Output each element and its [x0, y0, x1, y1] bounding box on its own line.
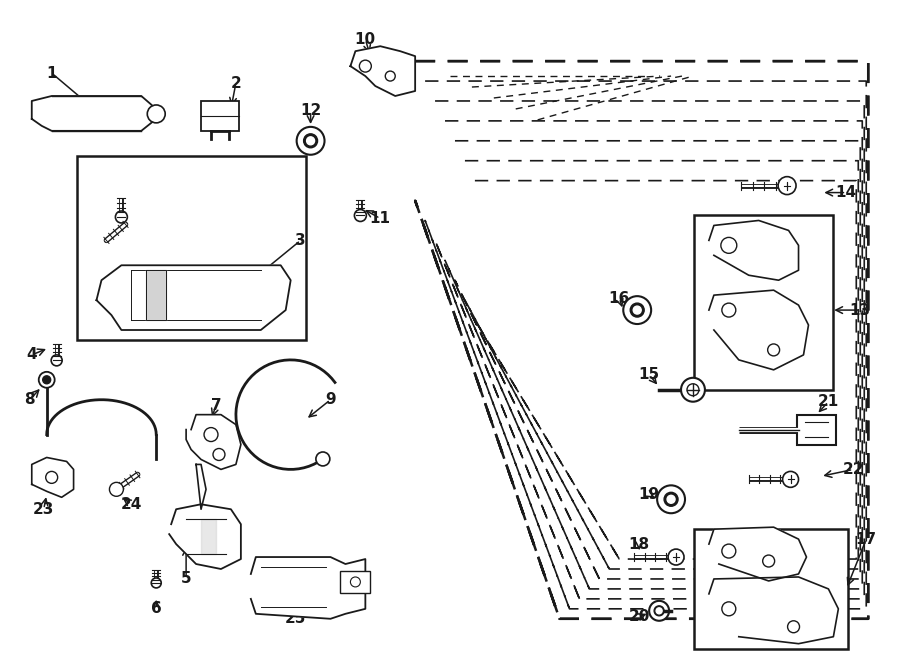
Circle shape	[762, 555, 775, 567]
Bar	[76, 156, 306, 340]
Text: 16: 16	[608, 291, 630, 306]
Bar	[694, 216, 833, 390]
Circle shape	[316, 452, 329, 466]
Circle shape	[39, 372, 55, 388]
Circle shape	[722, 544, 736, 558]
Circle shape	[51, 355, 62, 366]
Bar	[694, 529, 849, 649]
Polygon shape	[709, 577, 839, 643]
Text: 22: 22	[842, 462, 864, 477]
Circle shape	[359, 60, 372, 72]
Text: 11: 11	[370, 211, 391, 226]
Text: 4: 4	[26, 348, 37, 362]
Circle shape	[656, 608, 662, 614]
Text: 20: 20	[628, 609, 650, 624]
Circle shape	[307, 137, 315, 145]
Text: 5: 5	[181, 571, 192, 587]
Polygon shape	[186, 414, 241, 469]
Circle shape	[788, 621, 799, 633]
Circle shape	[668, 549, 684, 565]
Circle shape	[204, 428, 218, 442]
Text: 15: 15	[639, 367, 660, 383]
Text: 14: 14	[836, 185, 857, 200]
Text: 6: 6	[151, 601, 162, 616]
Circle shape	[657, 485, 685, 513]
Circle shape	[634, 306, 641, 314]
Circle shape	[213, 448, 225, 461]
Polygon shape	[196, 465, 206, 509]
Circle shape	[297, 127, 325, 155]
Text: 18: 18	[628, 537, 650, 551]
Polygon shape	[350, 46, 415, 96]
Text: 24: 24	[121, 496, 142, 512]
Circle shape	[722, 303, 736, 317]
Circle shape	[151, 578, 161, 588]
Circle shape	[722, 602, 736, 616]
Circle shape	[721, 238, 737, 254]
Text: 12: 12	[300, 103, 321, 118]
Circle shape	[350, 577, 360, 587]
Circle shape	[46, 471, 58, 483]
Bar	[796, 414, 836, 444]
Polygon shape	[32, 457, 74, 497]
Polygon shape	[251, 557, 365, 619]
Circle shape	[778, 177, 796, 195]
Text: 1: 1	[47, 66, 57, 81]
Polygon shape	[201, 519, 216, 554]
Circle shape	[385, 71, 395, 81]
Polygon shape	[709, 220, 798, 280]
Text: 10: 10	[355, 32, 376, 47]
Text: 21: 21	[818, 394, 839, 409]
Polygon shape	[709, 527, 806, 581]
Text: 13: 13	[850, 303, 871, 318]
Text: 25: 25	[285, 611, 306, 626]
Text: 8: 8	[24, 392, 35, 407]
Circle shape	[667, 495, 675, 503]
Bar	[201, 101, 239, 131]
Circle shape	[110, 483, 123, 496]
Polygon shape	[96, 265, 291, 330]
Text: 7: 7	[211, 398, 221, 413]
Circle shape	[148, 105, 166, 123]
Circle shape	[664, 493, 678, 506]
Circle shape	[649, 601, 669, 621]
Polygon shape	[709, 290, 808, 370]
Circle shape	[681, 378, 705, 402]
Circle shape	[768, 344, 779, 356]
Text: 17: 17	[856, 532, 877, 547]
Text: 19: 19	[639, 487, 660, 502]
Circle shape	[783, 471, 798, 487]
Circle shape	[355, 209, 366, 222]
Text: 3: 3	[295, 233, 306, 248]
Polygon shape	[147, 270, 166, 320]
Circle shape	[654, 606, 664, 616]
Polygon shape	[169, 504, 241, 569]
Text: 23: 23	[33, 502, 54, 517]
Bar	[340, 571, 370, 593]
Text: 2: 2	[230, 75, 241, 91]
Circle shape	[42, 376, 50, 384]
Circle shape	[630, 303, 644, 317]
Circle shape	[303, 134, 318, 148]
Text: 9: 9	[325, 392, 336, 407]
Circle shape	[687, 384, 699, 396]
Circle shape	[624, 296, 652, 324]
Circle shape	[115, 211, 128, 223]
Polygon shape	[32, 96, 157, 131]
